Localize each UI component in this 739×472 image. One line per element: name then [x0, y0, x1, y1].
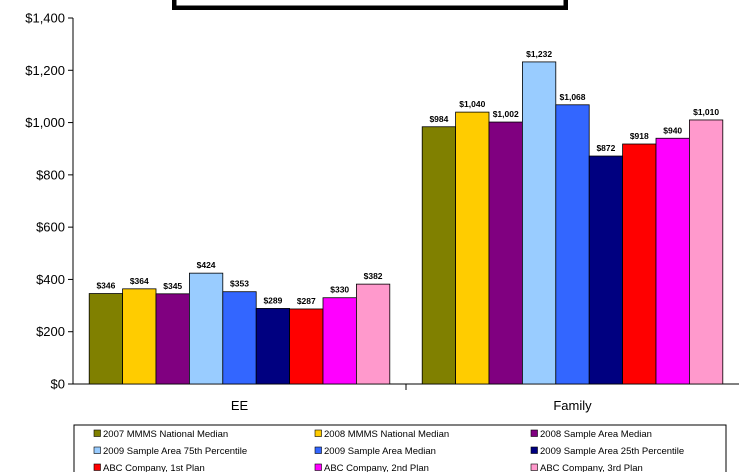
x-tick-label: Family — [553, 398, 592, 413]
legend-label: 2009 Sample Area 25th Percentile — [540, 446, 684, 457]
data-label: $364 — [130, 276, 149, 286]
bar — [555, 104, 590, 385]
data-label: $289 — [263, 295, 282, 305]
legend-label: 2008 MMMS National Median — [324, 429, 449, 440]
bar — [655, 137, 690, 385]
data-label: $1,232 — [526, 49, 552, 59]
data-label: $382 — [364, 271, 383, 281]
bar-group — [88, 61, 724, 385]
legend-swatch — [314, 463, 322, 471]
legend-label: ABC Company, 2nd Plan — [324, 463, 429, 472]
bar — [255, 308, 291, 385]
bar — [322, 297, 357, 385]
data-label: $287 — [297, 296, 316, 306]
y-tick-label: $800 — [36, 167, 65, 182]
data-label: $918 — [630, 131, 649, 141]
legend-label: 2007 MMMS National Median — [103, 429, 228, 440]
bar — [188, 272, 224, 385]
data-label: $984 — [429, 114, 448, 124]
legend-label: 2009 Sample Area 75th Percentile — [103, 446, 247, 457]
legend-swatch — [530, 429, 538, 437]
data-label: $424 — [197, 260, 216, 270]
legend-swatch — [314, 446, 322, 454]
data-label: $940 — [663, 125, 682, 135]
legend-swatch — [530, 463, 538, 471]
bar — [689, 119, 724, 385]
y-tick-label: $1,400 — [25, 11, 65, 26]
bar — [622, 143, 657, 385]
legend-swatch — [93, 446, 101, 454]
data-label: $1,002 — [493, 109, 519, 119]
data-labels: $346 $364 $345 $424 $353 $289 $287 $330 $382 $984… — [96, 49, 719, 306]
legend-label: ABC Company, 1st Plan — [103, 463, 205, 472]
bar — [122, 288, 157, 385]
y-tick-label: $400 — [36, 272, 65, 287]
legend-swatch — [93, 463, 101, 471]
bar — [88, 293, 123, 385]
legend: 2007 MMMS National Median 2008 MMMS Natio… — [73, 424, 727, 472]
data-label: $346 — [96, 281, 115, 291]
bar — [222, 291, 257, 385]
data-label: $330 — [330, 285, 349, 295]
data-label: $1,010 — [693, 107, 719, 117]
legend-label: ABC Company, 3rd Plan — [540, 463, 643, 472]
y-tick-label: $1,000 — [25, 115, 65, 130]
bar — [455, 111, 490, 385]
legend-label: 2009 Sample Area Median — [324, 446, 436, 457]
legend-label: 2008 Sample Area Median — [540, 429, 652, 440]
title-box — [172, 0, 568, 10]
y-tick-label: $600 — [36, 220, 65, 235]
bar — [355, 283, 391, 385]
x-tick-label: EE — [231, 398, 249, 413]
data-label: $1,040 — [459, 99, 485, 109]
bar — [522, 61, 557, 385]
legend-swatch — [314, 429, 322, 437]
bar — [289, 308, 324, 385]
bar — [155, 293, 190, 385]
bar — [421, 126, 457, 385]
data-label: $1,068 — [560, 92, 586, 102]
data-label: $345 — [163, 281, 182, 291]
legend-box — [73, 424, 727, 472]
legend-swatch — [93, 429, 101, 437]
legend-swatch — [530, 446, 538, 454]
bar — [588, 155, 624, 385]
bar — [488, 121, 523, 385]
y-tick-label: $200 — [36, 324, 65, 339]
data-label: $872 — [596, 143, 615, 153]
y-tick-label: $0 — [51, 377, 65, 392]
y-tick-label: $1,200 — [25, 63, 65, 78]
data-label: $353 — [230, 279, 249, 289]
